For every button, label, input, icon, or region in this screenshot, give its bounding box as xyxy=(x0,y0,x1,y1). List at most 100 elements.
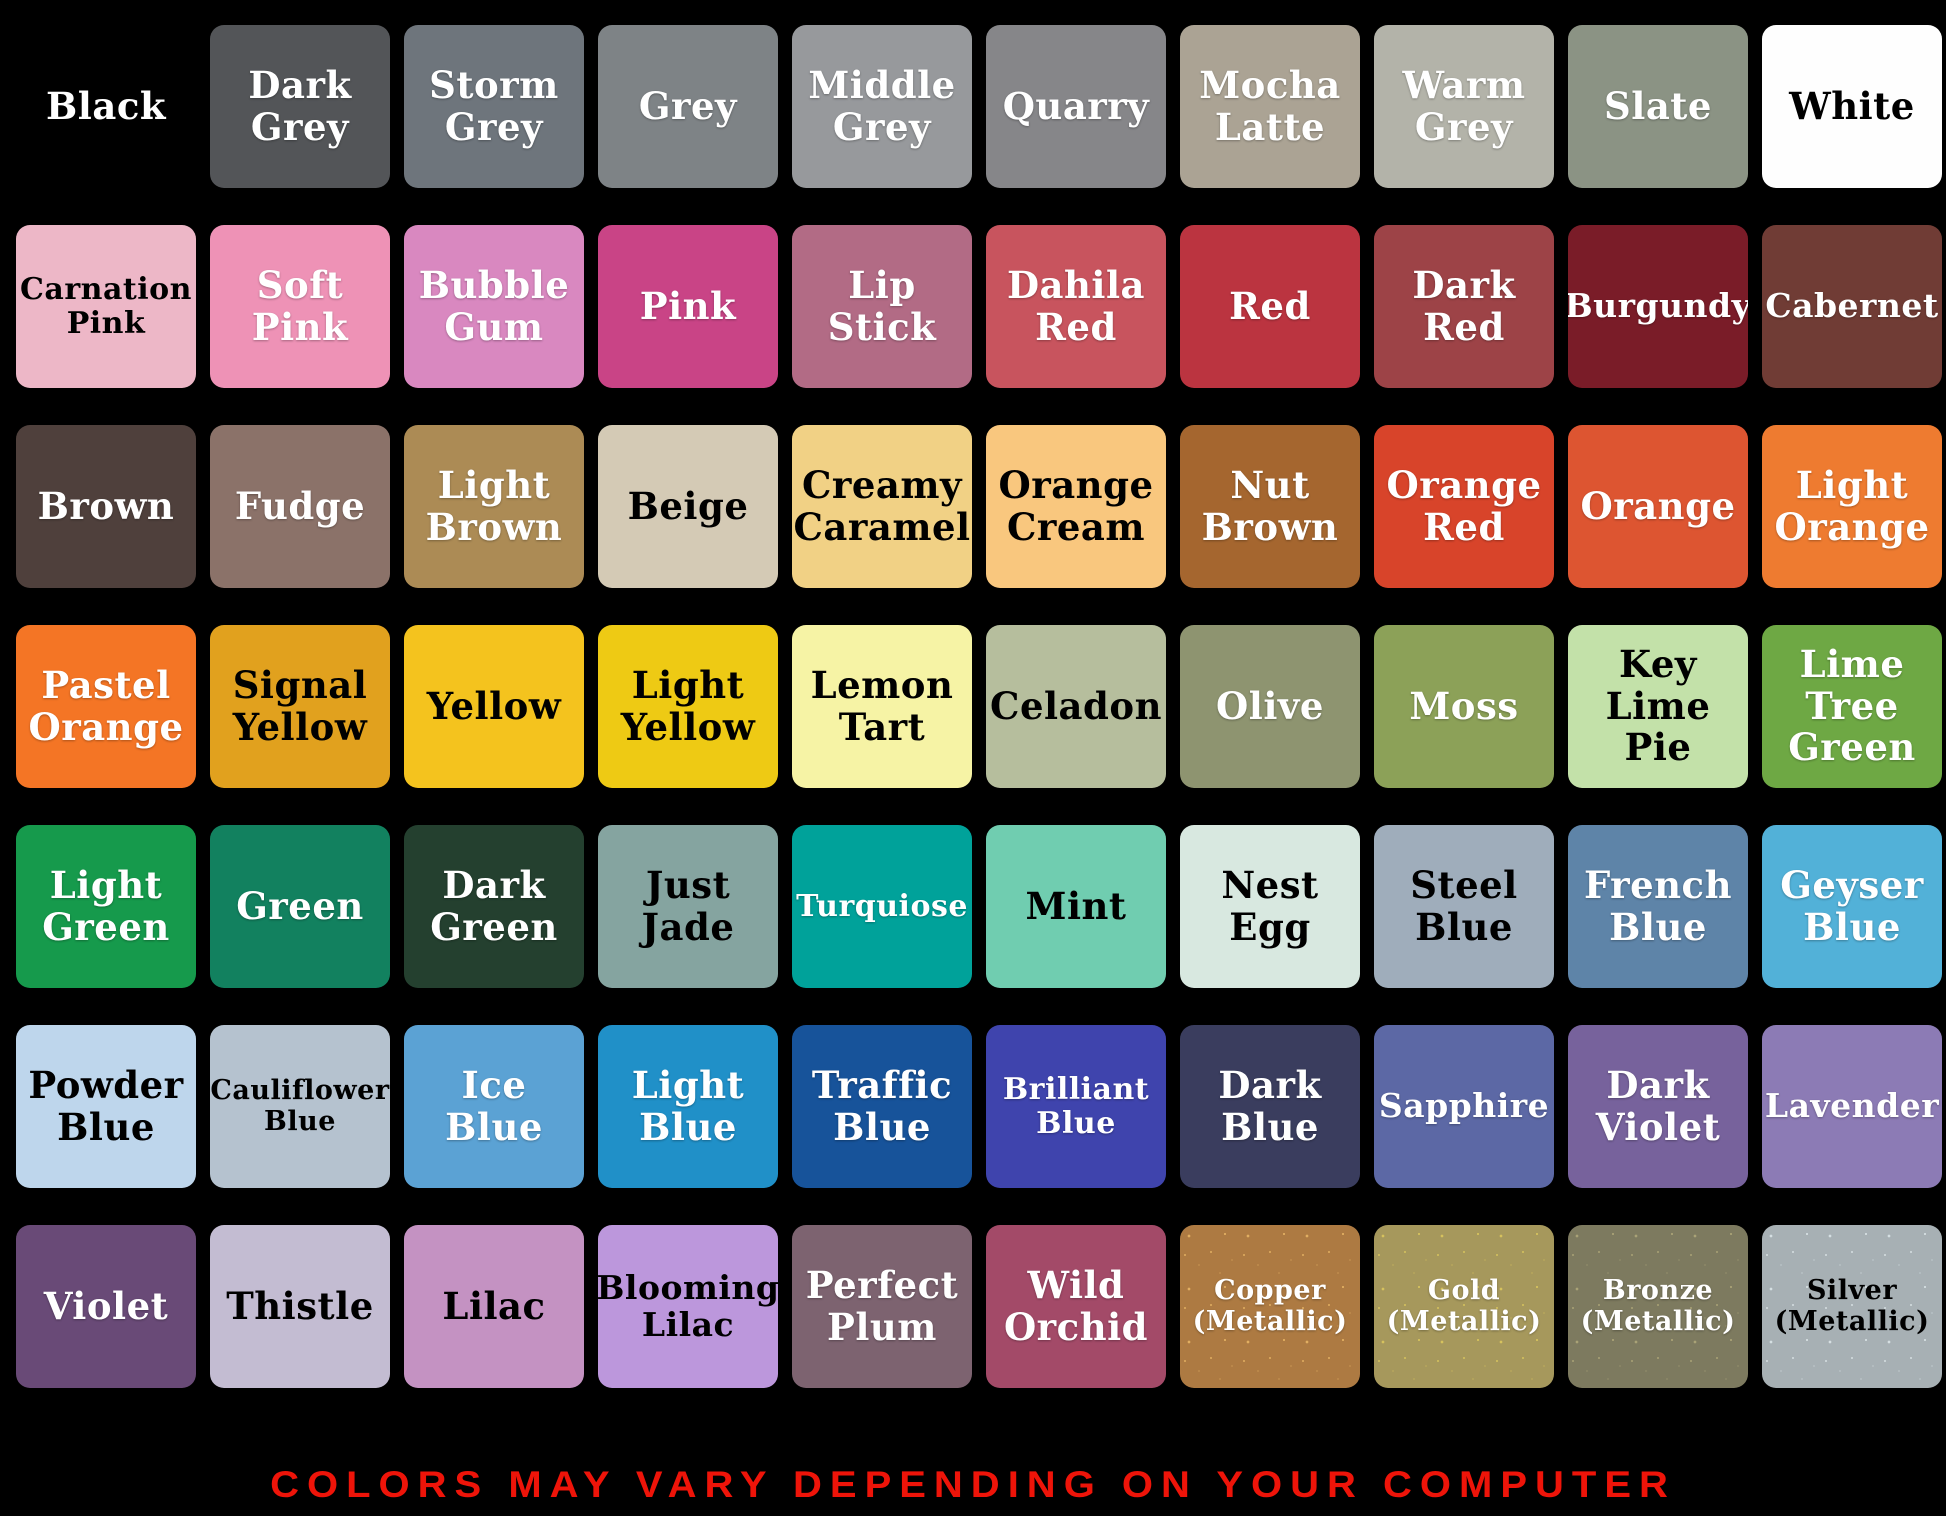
swatch-label: Lilac xyxy=(442,1283,546,1328)
swatch-dark-grey: Dark Grey xyxy=(210,25,390,188)
swatch-slate: Slate xyxy=(1568,25,1748,188)
swatch-label: Lavender xyxy=(1764,1086,1940,1126)
swatch-copper-metallic: Copper (Metallic) xyxy=(1180,1225,1360,1388)
swatch-label: Light Green xyxy=(42,863,170,949)
swatch-label: Orange Red xyxy=(1386,463,1542,549)
swatch-dark-violet: Dark Violet xyxy=(1568,1025,1748,1188)
swatch-gold-metallic: Gold (Metallic) xyxy=(1374,1225,1554,1388)
swatch-dark-red: Dark Red xyxy=(1374,225,1554,388)
swatch-carnation-pink: Carnation Pink xyxy=(16,225,196,388)
swatch-label: Traffic Blue xyxy=(811,1063,953,1149)
swatch-label: Burgundy xyxy=(1568,286,1748,326)
swatch-label: Mint xyxy=(1025,883,1127,928)
swatch-nut-brown: Nut Brown xyxy=(1180,425,1360,588)
metallic-speckle-texture xyxy=(1762,1225,1942,1388)
swatch-label: Pink xyxy=(639,283,737,328)
swatch-label: Beige xyxy=(627,483,749,528)
swatch-bronze-metallic: Bronze (Metallic) xyxy=(1568,1225,1748,1388)
swatch-storm-grey: Storm Grey xyxy=(404,25,584,188)
swatch-label: Carnation Pink xyxy=(20,271,192,341)
swatch-label: Copper (Metallic) xyxy=(1192,1275,1348,1337)
swatch-celadon: Celadon xyxy=(986,625,1166,788)
swatch-green: Green xyxy=(210,825,390,988)
swatch-soft-pink: Soft Pink xyxy=(210,225,390,388)
metallic-speckle-texture xyxy=(1180,1225,1360,1388)
swatch-label: Bubble Gum xyxy=(418,263,570,349)
swatch-label: Nut Brown xyxy=(1201,463,1339,549)
swatch-label: Silver (Metallic) xyxy=(1774,1275,1930,1337)
swatch-label: Mocha Latte xyxy=(1199,63,1341,149)
swatch-light-yellow: Light Yellow xyxy=(598,625,778,788)
swatch-label: Ice Blue xyxy=(445,1063,543,1149)
swatch-orange-cream: Orange Cream xyxy=(986,425,1166,588)
swatch-perfect-plum: Perfect Plum xyxy=(792,1225,972,1388)
swatch-label: Middle Grey xyxy=(808,63,956,149)
swatch-label: Steel Blue xyxy=(1410,863,1518,949)
swatch-label: Light Brown xyxy=(425,463,563,549)
swatch-label: Just Jade xyxy=(641,863,735,949)
swatch-beige: Beige xyxy=(598,425,778,588)
swatch-label: Black xyxy=(46,83,166,128)
swatch-label: White xyxy=(1789,83,1915,128)
swatch-label: Dark Red xyxy=(1412,263,1516,349)
swatch-light-blue: Light Blue xyxy=(598,1025,778,1188)
swatch-light-green: Light Green xyxy=(16,825,196,988)
swatch-label: Olive xyxy=(1216,683,1324,728)
swatch-pastel-orange: Pastel Orange xyxy=(16,625,196,788)
swatch-label: Warm Grey xyxy=(1402,63,1526,149)
swatch-yellow: Yellow xyxy=(404,625,584,788)
swatch-label: Light Yellow xyxy=(620,663,756,749)
swatch-lemon-tart: Lemon Tart xyxy=(792,625,972,788)
swatch-fudge: Fudge xyxy=(210,425,390,588)
swatch-orange: Orange xyxy=(1568,425,1748,588)
swatch-label: Signal Yellow xyxy=(232,663,368,749)
swatch-red: Red xyxy=(1180,225,1360,388)
metallic-speckle-texture xyxy=(1374,1225,1554,1388)
swatch-light-brown: Light Brown xyxy=(404,425,584,588)
swatch-geyser-blue: Geyser Blue xyxy=(1762,825,1942,988)
swatch-thistle: Thistle xyxy=(210,1225,390,1388)
swatch-french-blue: French Blue xyxy=(1568,825,1748,988)
swatch-brilliant-blue: Brilliant Blue xyxy=(986,1025,1166,1188)
swatch-olive: Olive xyxy=(1180,625,1360,788)
swatch-label: Fudge xyxy=(234,483,366,528)
swatch-label: Celadon xyxy=(990,683,1162,728)
swatch-label: Orange Cream xyxy=(998,463,1154,549)
swatch-label: Light Orange xyxy=(1774,463,1930,549)
swatch-label: Quarry xyxy=(1002,83,1150,128)
swatch-label: Perfect Plum xyxy=(805,1263,959,1349)
swatch-label: Cauliflower Blue xyxy=(210,1075,390,1137)
swatch-mint: Mint xyxy=(986,825,1166,988)
swatch-steel-blue: Steel Blue xyxy=(1374,825,1554,988)
swatch-label: Key Lime Pie xyxy=(1605,642,1711,770)
swatch-grid: Black Dark Grey Storm Grey Grey Middle Grey Q… xyxy=(16,25,1942,1388)
swatch-dark-blue: Dark Blue xyxy=(1180,1025,1360,1188)
swatch-label: Blooming Lilac xyxy=(598,1267,778,1344)
swatch-label: Lip Stick xyxy=(827,263,937,349)
swatch-label: Bronze (Metallic) xyxy=(1580,1275,1736,1337)
swatch-label: Dark Violet xyxy=(1595,1063,1721,1149)
swatch-label: Grey xyxy=(638,83,738,128)
swatch-brown: Brown xyxy=(16,425,196,588)
swatch-wild-orchid: Wild Orchid xyxy=(986,1225,1166,1388)
swatch-lavender: Lavender xyxy=(1762,1025,1942,1188)
swatch-nest-egg: Nest Egg xyxy=(1180,825,1360,988)
swatch-dahila-red: Dahila Red xyxy=(986,225,1166,388)
swatch-signal-yellow: Signal Yellow xyxy=(210,625,390,788)
swatch-turquiose: Turquiose xyxy=(792,825,972,988)
swatch-label: Orange xyxy=(1580,483,1736,528)
swatch-label: Dahila Red xyxy=(1006,263,1146,349)
swatch-traffic-blue: Traffic Blue xyxy=(792,1025,972,1188)
swatch-label: Brown xyxy=(37,483,175,528)
swatch-moss: Moss xyxy=(1374,625,1554,788)
swatch-cabernet: Cabernet xyxy=(1762,225,1942,388)
swatch-label: Gold (Metallic) xyxy=(1386,1275,1542,1337)
swatch-middle-grey: Middle Grey xyxy=(792,25,972,188)
swatch-label: Turquiose xyxy=(796,888,968,924)
swatch-sapphire: Sapphire xyxy=(1374,1025,1554,1188)
footer-disclaimer: COLORS MAY VARY DEPENDING ON YOUR COMPUT… xyxy=(270,1464,1676,1506)
swatch-label: Geyser Blue xyxy=(1780,863,1924,949)
swatch-label: Powder Blue xyxy=(28,1063,184,1149)
swatch-label: Lime Tree Green xyxy=(1788,642,1916,770)
